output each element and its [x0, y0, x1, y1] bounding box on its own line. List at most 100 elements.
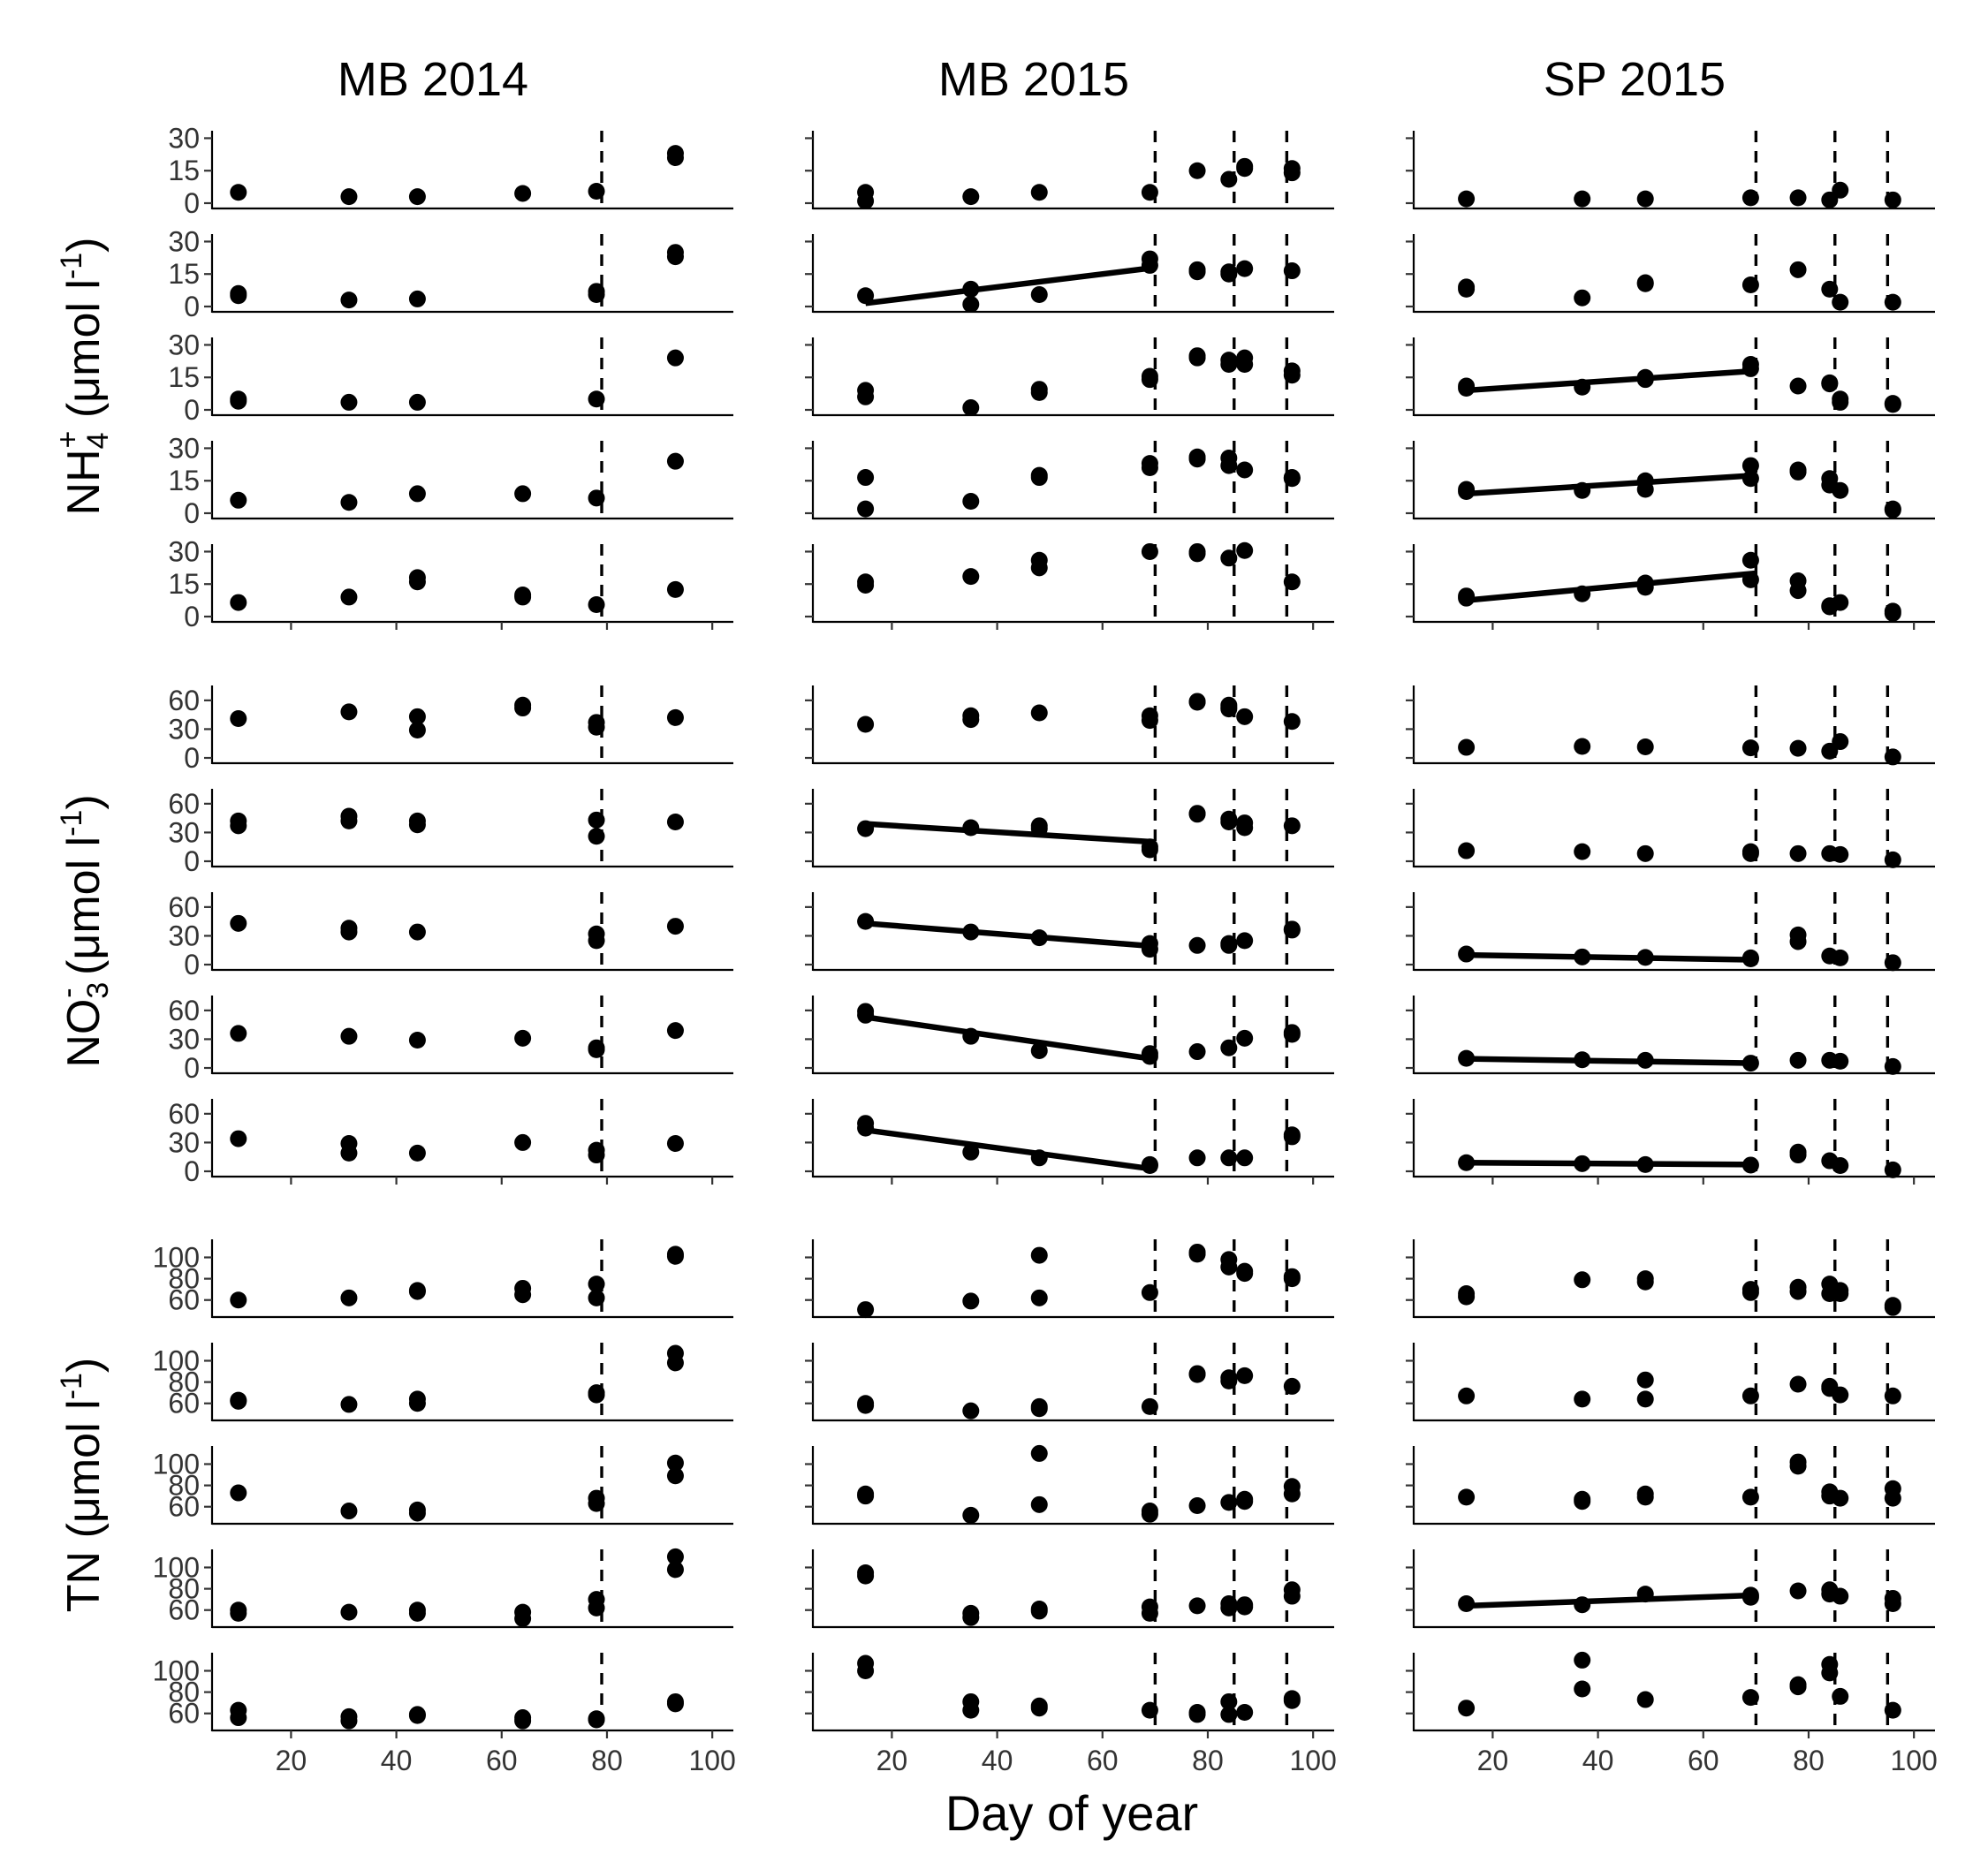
x-tick-label: 100 [1289, 1745, 1336, 1776]
data-point [588, 1495, 605, 1512]
data-point [666, 1247, 684, 1265]
data-point [666, 1135, 684, 1153]
data-point [1741, 1387, 1759, 1404]
data-point [1220, 1692, 1238, 1710]
data-point [962, 188, 980, 206]
data-point [1141, 1604, 1158, 1622]
data-point [857, 1567, 875, 1585]
data-point [1141, 712, 1158, 730]
panel-2-4-3 [1406, 996, 1935, 1075]
x-tick-label: 80 [591, 1745, 623, 1776]
data-point [1884, 1387, 1901, 1404]
y-tick-label: 15 [168, 465, 200, 496]
data-point [408, 722, 426, 739]
data-point [340, 923, 358, 941]
data-point [666, 1467, 684, 1485]
data-point [1832, 181, 1849, 199]
y-axis-labels: NH4+ (μmol l-1) NO3- (μmol l-1) TN (μmol… [51, 238, 115, 1613]
y-tick-label: 15 [168, 258, 200, 290]
data-point [1188, 1149, 1206, 1167]
x-tick-label: 20 [1477, 1745, 1509, 1776]
data-point [1141, 256, 1158, 274]
y-tick-label: 60 [168, 891, 200, 923]
panel-2-5-3 [1406, 1099, 1935, 1185]
data-point [1884, 1161, 1901, 1178]
data-point [1188, 1497, 1206, 1515]
data-point [1636, 844, 1654, 862]
data-point [857, 469, 875, 487]
data-point [1832, 1386, 1849, 1404]
data-point [1789, 189, 1807, 207]
data-point [1188, 1366, 1206, 1383]
data-point [857, 820, 875, 837]
data-point [962, 493, 980, 511]
data-point [1458, 1288, 1476, 1306]
data-point [666, 1548, 684, 1565]
data-point [857, 1119, 875, 1137]
y-label-main: TN [58, 1551, 110, 1612]
data-point [588, 1276, 605, 1293]
column-title-3: SP 2015 [1544, 53, 1726, 106]
data-point [1458, 945, 1476, 963]
data-point [1574, 843, 1591, 860]
panel-3-4-2 [805, 1549, 1334, 1629]
data-point [1141, 1156, 1158, 1174]
trend-line [1466, 367, 1757, 394]
trend-line [1466, 1056, 1757, 1066]
y-tick-label: 30 [168, 920, 200, 951]
data-point [1832, 1687, 1849, 1705]
panel-3-5-3: 20 40 60 80 100 [1406, 1651, 1938, 1776]
data-point [666, 1561, 684, 1579]
data-point [230, 184, 247, 201]
data-point [1188, 1597, 1206, 1615]
data-point [1220, 263, 1238, 281]
data-point [666, 452, 684, 470]
data-point [1220, 1372, 1238, 1389]
y-label-superscript: + [51, 431, 85, 449]
data-point [1030, 820, 1048, 837]
data-point [1789, 1582, 1807, 1600]
column-titles: MB 2014 MB 2015 SP 2015 [338, 53, 1726, 106]
data-point [857, 1488, 875, 1505]
y-tick-label: 0 [184, 601, 200, 632]
data-point [1283, 1128, 1301, 1146]
data-point [1741, 1588, 1759, 1606]
panel-1-4-2 [805, 441, 1334, 520]
panel-2-4-2 [805, 996, 1334, 1075]
data-point [1458, 377, 1476, 395]
data-point [1220, 1039, 1238, 1056]
data-point [1741, 470, 1759, 488]
data-point [1741, 844, 1759, 862]
data-point [1236, 932, 1254, 950]
data-point [408, 1032, 426, 1049]
data-point [1283, 1692, 1301, 1709]
data-point [1884, 1701, 1901, 1719]
data-point [1458, 1049, 1476, 1067]
data-point [1789, 1375, 1807, 1393]
trend-line [1466, 951, 1757, 963]
data-point [1458, 1387, 1476, 1404]
data-point [230, 1025, 247, 1042]
data-point [340, 1396, 358, 1413]
data-point [962, 568, 980, 586]
data-point [514, 586, 532, 603]
data-point [1741, 1055, 1759, 1072]
data-point [340, 1144, 358, 1162]
data-point [1832, 481, 1849, 499]
data-point [857, 1397, 875, 1414]
data-point [1884, 1057, 1901, 1075]
data-point [588, 1289, 605, 1306]
x-tick-label: 40 [381, 1745, 413, 1776]
data-point [1636, 738, 1654, 756]
data-point [1236, 160, 1254, 178]
data-point [1832, 1284, 1849, 1302]
data-point [1832, 845, 1849, 863]
panel-1-3-2 [805, 337, 1334, 417]
data-point [666, 1695, 684, 1713]
data-point [857, 573, 875, 591]
data-point [1741, 1156, 1759, 1174]
data-point [1030, 381, 1048, 398]
